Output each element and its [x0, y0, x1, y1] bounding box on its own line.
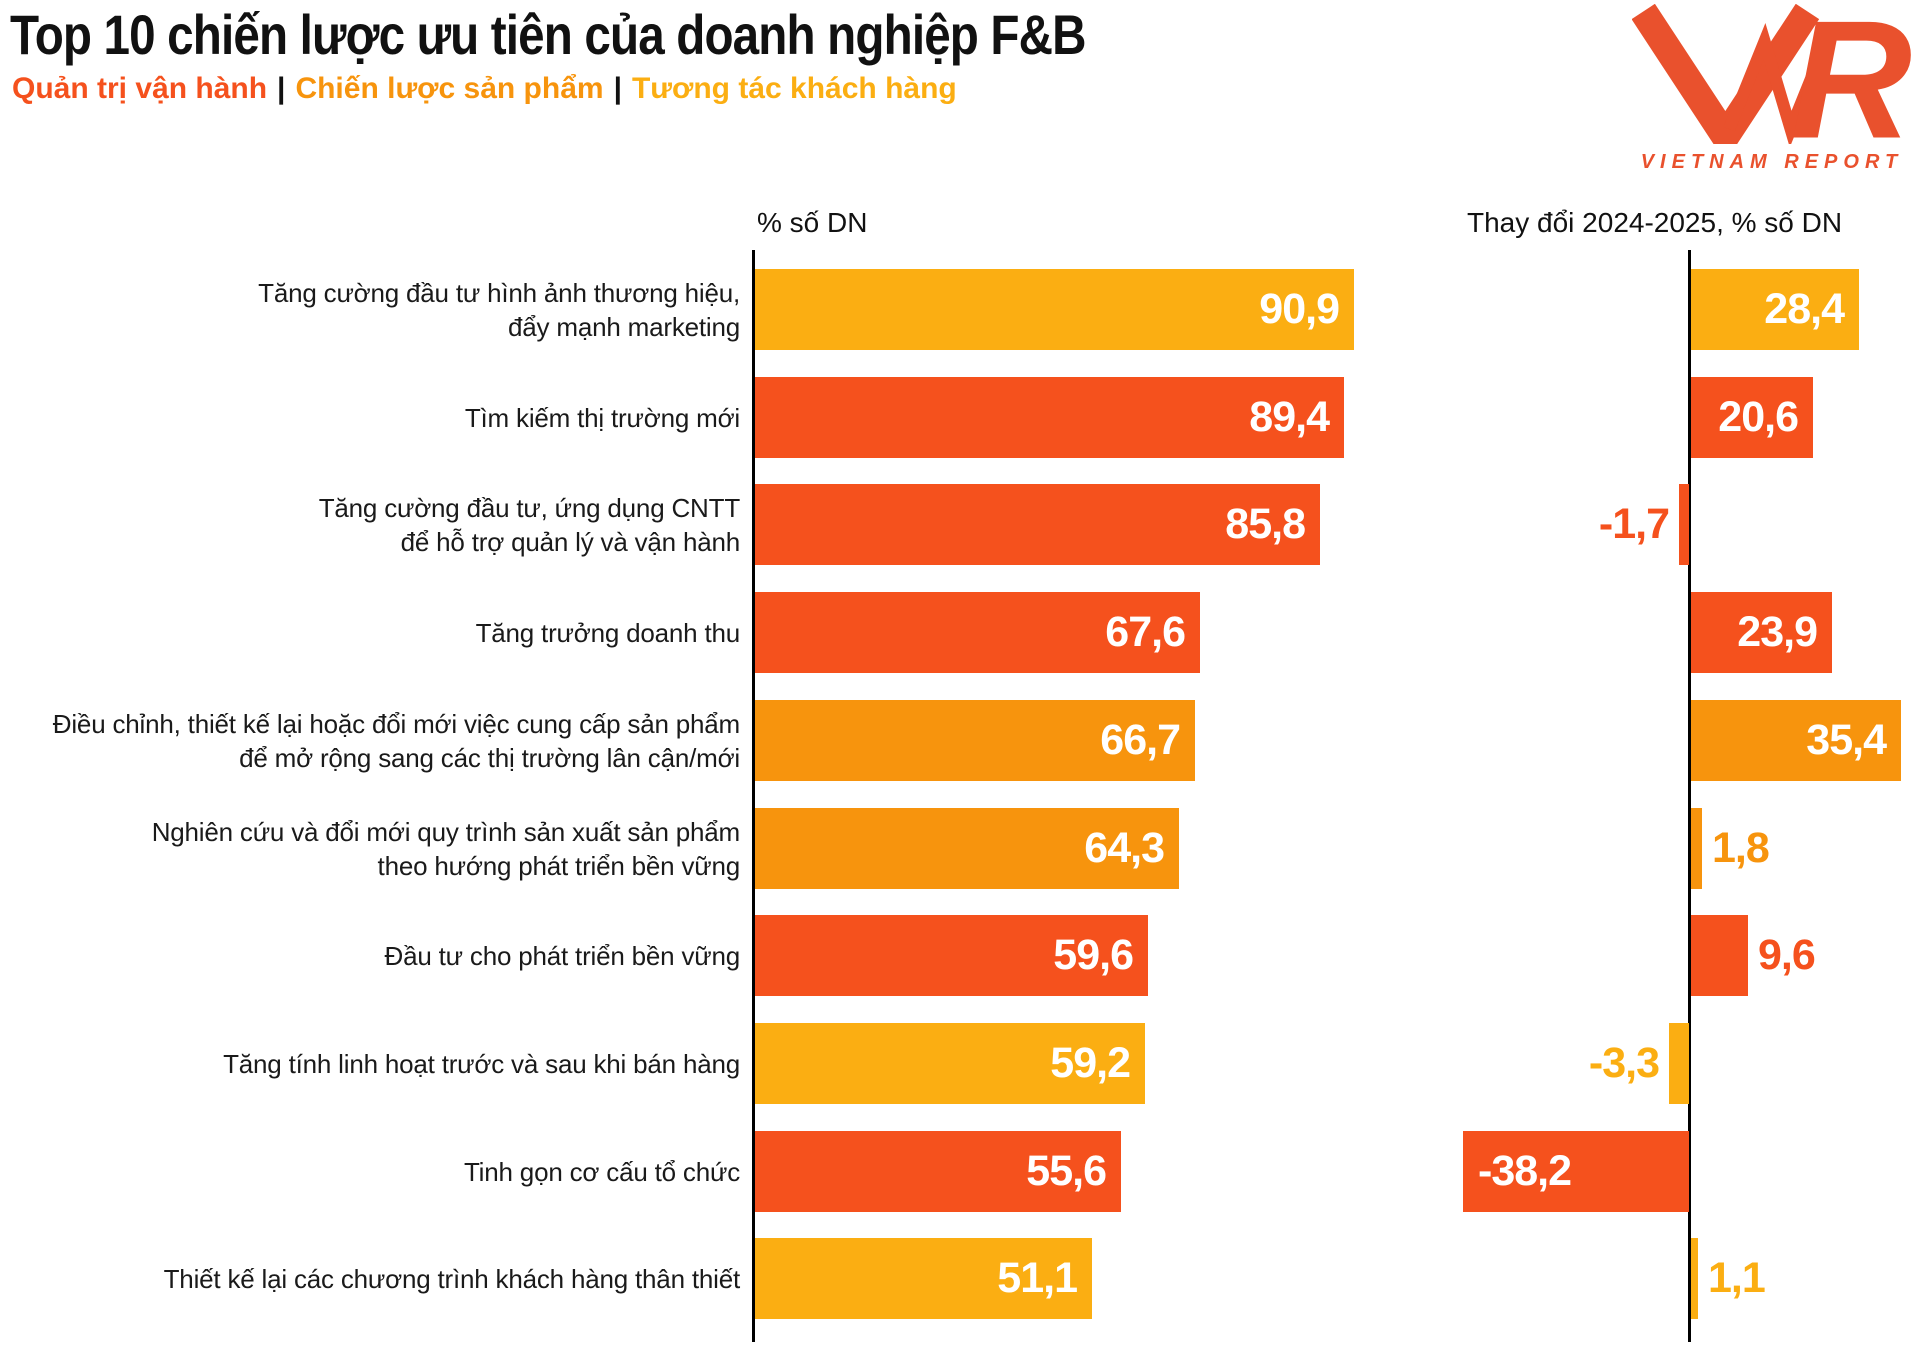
- vnr-logo: R VIETNAM REPORT: [1631, 0, 1912, 174]
- change-bar-value: -3,3: [1588, 1039, 1660, 1087]
- change-bar: [1691, 1238, 1698, 1319]
- pct-bar-value: 51,1: [997, 1254, 1078, 1302]
- change-bar: [1679, 484, 1689, 565]
- pct-bar: 59,6: [755, 915, 1148, 996]
- change-bar: 20,6: [1691, 377, 1813, 458]
- pct-bar: 51,1: [755, 1238, 1092, 1319]
- category-label: Tăng cường đầu tư hình ảnh thương hiệu, …: [258, 277, 740, 342]
- change-bar-value: -38,2: [1478, 1147, 1572, 1195]
- change-bar: 23,9: [1691, 592, 1832, 673]
- pct-bar-value: 55,6: [1026, 1147, 1107, 1195]
- pct-bar: 90,9: [755, 269, 1354, 350]
- category-label: Điều chỉnh, thiết kế lại hoặc đổi mới vi…: [52, 708, 740, 773]
- legend-separator: |: [277, 72, 286, 105]
- change-bar-value: 9,6: [1758, 931, 1816, 979]
- category-label: Nghiên cứu và đổi mới quy trình sản xuất…: [151, 816, 741, 881]
- pct-bar-value: 59,6: [1053, 931, 1134, 979]
- pct-bar-value: 66,7: [1100, 716, 1181, 764]
- change-bar-value: 23,9: [1737, 608, 1818, 656]
- pct-bar-value: 89,4: [1249, 393, 1330, 441]
- change-bar: [1669, 1023, 1689, 1104]
- pct-bar: 85,8: [755, 484, 1320, 565]
- pct-bar-value: 90,9: [1259, 285, 1340, 333]
- legend-item-customer: Tương tác khách hàng: [631, 72, 957, 105]
- left-column-header: % số DN: [757, 207, 868, 238]
- legend-item-operations: Quản trị vận hành: [12, 72, 268, 105]
- change-bar-value: -1,7: [1598, 500, 1670, 548]
- change-bar: -38,2: [1463, 1131, 1689, 1212]
- pct-bar-value: 85,8: [1225, 500, 1306, 548]
- change-bar: 35,4: [1691, 700, 1901, 781]
- category-label: Tăng tính linh hoạt trước và sau khi bán…: [223, 1048, 740, 1079]
- legend-item-product: Chiến lược sản phẩm: [295, 72, 604, 105]
- category-label: Tăng cường đầu tư, ứng dụng CNTT để hỗ t…: [318, 492, 740, 557]
- change-bar: [1691, 808, 1702, 889]
- left-chart-axis: [752, 250, 755, 1342]
- right-chart-axis: [1688, 250, 1691, 1342]
- change-bar: 28,4: [1691, 269, 1859, 350]
- change-bar-value: 1,8: [1712, 824, 1770, 872]
- pct-bar: 59,2: [755, 1023, 1145, 1104]
- page-title: Top 10 chiến lược ưu tiên của doanh nghi…: [10, 3, 1087, 66]
- pct-bar: 89,4: [755, 377, 1344, 458]
- category-label: Tìm kiếm thị trường mới: [464, 402, 740, 433]
- category-label: Tinh gọn cơ cấu tổ chức: [463, 1156, 740, 1187]
- category-label: Đầu tư cho phát triển bền vững: [384, 940, 741, 971]
- change-bar-value: 1,1: [1708, 1254, 1766, 1302]
- pct-bar-value: 67,6: [1105, 608, 1186, 656]
- svg-text:R: R: [1791, 4, 1912, 144]
- pct-bar-value: 59,2: [1050, 1039, 1131, 1087]
- change-bar-value: 20,6: [1718, 393, 1799, 441]
- pct-bar: 64,3: [755, 808, 1179, 889]
- pct-bar: 67,6: [755, 592, 1200, 673]
- category-label: Thiết kế lại các chương trình khách hàng…: [163, 1263, 741, 1294]
- change-bar-value: 35,4: [1806, 716, 1887, 764]
- change-bar-value: 28,4: [1764, 285, 1845, 333]
- legend-separator: |: [613, 72, 622, 105]
- pct-bar: 66,7: [755, 700, 1195, 781]
- pct-bar: 55,6: [755, 1131, 1121, 1212]
- vnr-logo-mark-icon: R: [1631, 0, 1912, 173]
- pct-bar-value: 64,3: [1084, 824, 1165, 872]
- category-label: Tăng trưởng doanh thu: [475, 617, 741, 648]
- vnr-logo-text: VIETNAM REPORT: [1640, 151, 1904, 173]
- change-bar: [1691, 915, 1748, 996]
- category-legend: Quản trị vận hành | Chiến lược sản phẩm | Tư…: [12, 72, 957, 106]
- right-column-header: Thay đổi 2024-2025, % số DN: [1467, 207, 1843, 238]
